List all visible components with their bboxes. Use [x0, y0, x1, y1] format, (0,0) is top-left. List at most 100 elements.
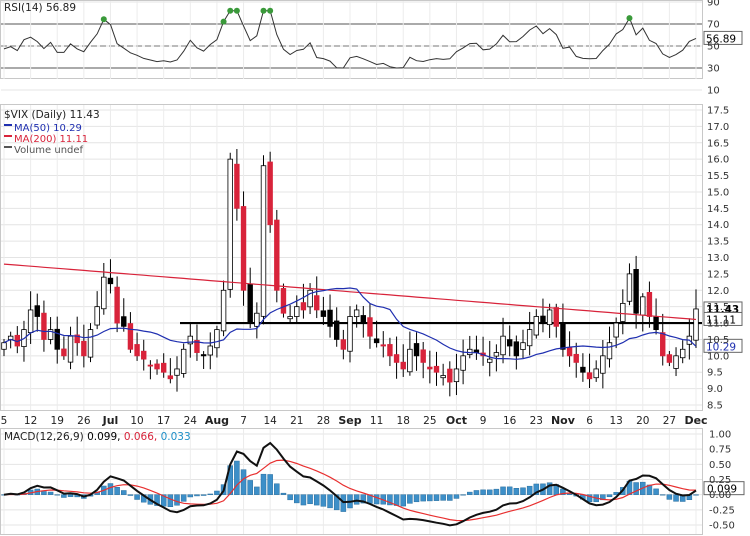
x-tick-label: 27 — [663, 415, 676, 427]
legend-entry: Volume undef — [14, 145, 84, 156]
macd-signal-line — [3, 459, 697, 522]
candle-body — [94, 306, 100, 326]
candle-body — [1, 342, 7, 350]
rsi-overbought-marker — [100, 16, 107, 23]
macd-histogram-bar — [287, 494, 293, 501]
macd-histogram-bar — [506, 486, 513, 495]
price-tick-label: 14.5 — [707, 204, 729, 215]
candle-body — [560, 322, 566, 350]
macd-histogram-bar — [333, 494, 340, 511]
candle-body — [194, 339, 200, 353]
macd-histogram-bar — [467, 491, 473, 495]
candle-body — [327, 309, 333, 327]
ma200-value-tag — [703, 311, 743, 326]
rsi-value-tag-text: 56.89 — [706, 33, 736, 45]
macd-histogram-bar — [254, 486, 260, 495]
candle-body — [660, 332, 666, 357]
candle-body — [427, 366, 433, 370]
macd-histogram-bar — [61, 494, 67, 498]
macd-histogram-bar — [440, 494, 446, 501]
x-tick-label: 23 — [530, 415, 543, 427]
price-tick-label: 15.0 — [707, 187, 729, 198]
price-tick-label: 15.5 — [707, 171, 729, 182]
candle-body — [620, 302, 626, 322]
rsi-title: RSI(14) 56.89 — [4, 2, 76, 14]
macd-title: MACD(12,26,9) 0.099, 0.066, 0.033 — [4, 431, 191, 443]
macd-histogram-bar — [114, 487, 120, 495]
macd-line — [3, 441, 697, 527]
macd-histogram-bar — [666, 494, 673, 500]
candle-body — [373, 338, 380, 344]
macd-histogram-bar — [207, 493, 214, 495]
candle-body — [294, 306, 300, 317]
macd-histogram-bar — [473, 490, 480, 495]
candle-body — [274, 219, 280, 291]
rsi-tick-label: 30 — [707, 64, 720, 75]
price-tick-label: 16.5 — [707, 138, 729, 149]
candle-body — [367, 317, 373, 337]
macd-histogram-bar — [387, 494, 393, 506]
candle-body — [180, 348, 187, 374]
macd-panel-frame — [0, 428, 703, 535]
macd-histogram-bar — [353, 494, 360, 505]
x-tick-label: 24 — [184, 415, 198, 427]
candle-body — [646, 291, 653, 317]
candle-body — [553, 307, 559, 327]
rsi-overbought-marker — [220, 18, 227, 25]
candle-body — [320, 310, 327, 317]
x-tick-label: Aug — [205, 414, 229, 427]
x-tick-label: 7 — [240, 415, 247, 427]
macd-histogram-bar — [107, 483, 114, 495]
x-tick-label: Jul — [102, 414, 119, 427]
candle-body — [666, 354, 673, 363]
macd-histogram-bar — [480, 489, 486, 495]
macd-tick-label: 0.00 — [709, 490, 731, 501]
candle-body — [114, 286, 120, 324]
x-tick-label: 12 — [24, 415, 37, 427]
ma200-line — [3, 263, 697, 321]
macd-tick-label: 0.25 — [709, 475, 731, 486]
macd-histogram-bar — [560, 488, 566, 495]
candle-body — [147, 364, 154, 367]
candle-body — [207, 345, 213, 356]
candle-body — [287, 316, 293, 320]
macd-histogram-bar — [247, 480, 253, 495]
ma200-value-tag-text: 11.11 — [706, 314, 736, 326]
x-tick-label: 26 — [77, 415, 91, 427]
candle-body — [447, 368, 453, 383]
candle-body — [440, 375, 446, 379]
x-tick-label: Nov — [551, 414, 576, 427]
macd-histogram-bar — [673, 494, 679, 502]
macd-tick-label: -0.50 — [709, 521, 735, 532]
macd-histogram-bar — [633, 482, 639, 495]
macd-histogram-bar — [307, 494, 313, 505]
candle-body — [227, 158, 233, 290]
macd-histogram-bar — [167, 494, 174, 507]
macd-histogram-bar — [194, 494, 200, 497]
candle-body — [101, 276, 107, 310]
candle-body — [500, 335, 506, 356]
candle-body — [387, 344, 393, 357]
candle-body — [673, 355, 679, 369]
price-tick-label: 17.0 — [707, 122, 729, 133]
macd-histogram-bar — [274, 483, 280, 495]
macd-histogram-bar — [693, 494, 699, 496]
macd-histogram-bar — [154, 494, 160, 506]
macd-histogram-bar — [407, 494, 413, 504]
candle-body — [393, 354, 400, 363]
x-tick-label: 5 — [1, 415, 8, 427]
axis-labels: 17.5 17.0 16.5 16.0 15.5 15.0 14.5 14.0 13.5 13.0… — [1, 0, 735, 532]
price-tick-label: 11.5 — [707, 302, 729, 313]
x-tick-label: 6 — [586, 415, 593, 427]
candle-body — [160, 362, 167, 373]
candle-body — [586, 372, 593, 380]
macd-histogram-bar — [606, 494, 613, 498]
x-tick-label: Oct — [446, 414, 467, 427]
macd-histogram-bar — [400, 494, 406, 507]
x-tick-label: 9 — [480, 415, 487, 427]
price-title: $VIX (Daily) 11.43 — [4, 109, 100, 121]
candle-body — [540, 315, 546, 324]
macd-histogram-bar — [433, 494, 440, 501]
candle-body — [167, 375, 174, 380]
